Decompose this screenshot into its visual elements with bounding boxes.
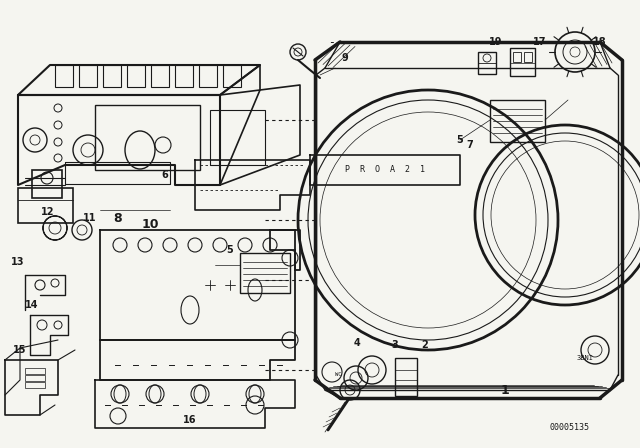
Bar: [395, 358, 417, 396]
Text: 5: 5: [227, 245, 234, 255]
Text: 5: 5: [456, 135, 463, 145]
Text: 14: 14: [25, 300, 39, 310]
Text: P  R  O  A  2  1: P R O A 2 1: [345, 165, 425, 175]
Text: 4: 4: [354, 338, 360, 348]
Bar: [210, 110, 265, 165]
Bar: [25, 368, 45, 374]
Text: 16: 16: [183, 415, 196, 425]
Bar: [240, 253, 290, 293]
Text: 3BNI: 3BNI: [577, 355, 593, 361]
Text: 00005135: 00005135: [550, 423, 590, 432]
Text: 9: 9: [342, 53, 348, 63]
Bar: [524, 52, 532, 62]
Bar: [175, 65, 193, 87]
Bar: [95, 105, 200, 170]
Text: 10: 10: [141, 219, 159, 232]
Bar: [25, 382, 45, 388]
Text: 11: 11: [83, 213, 97, 223]
Bar: [32, 170, 62, 198]
Bar: [478, 52, 496, 74]
Bar: [151, 65, 169, 87]
Text: 8: 8: [114, 211, 122, 224]
Bar: [490, 100, 545, 142]
Bar: [55, 65, 73, 87]
Bar: [199, 65, 217, 87]
Text: 18: 18: [593, 37, 607, 47]
Text: 6: 6: [162, 170, 168, 180]
Bar: [513, 52, 521, 62]
Bar: [223, 65, 241, 87]
Bar: [18, 188, 73, 223]
Bar: [127, 65, 145, 87]
Text: 19: 19: [489, 37, 503, 47]
Bar: [25, 375, 45, 381]
Text: 7: 7: [467, 140, 474, 150]
Text: 2: 2: [422, 340, 428, 350]
Text: 13: 13: [12, 257, 25, 267]
Text: 15: 15: [13, 345, 27, 355]
Text: 3: 3: [392, 340, 398, 350]
Text: 17: 17: [533, 37, 547, 47]
Text: 12: 12: [41, 207, 55, 217]
Bar: [103, 65, 121, 87]
Bar: [79, 65, 97, 87]
Text: WC: WC: [335, 372, 341, 378]
Bar: [510, 48, 535, 76]
Text: 1: 1: [500, 383, 509, 396]
